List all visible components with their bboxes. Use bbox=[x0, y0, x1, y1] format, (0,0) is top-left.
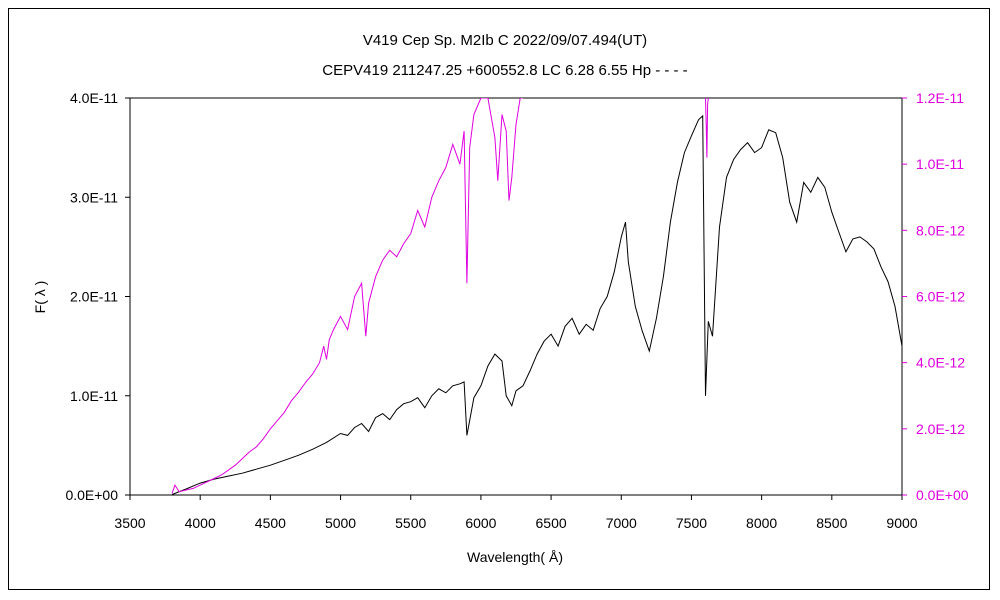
spectrum-series-line bbox=[705, 98, 709, 158]
spectrum-series-line bbox=[171, 98, 523, 494]
y-right-tick-label: 0.0E+00 bbox=[916, 487, 969, 503]
x-tick-label: 7000 bbox=[606, 515, 637, 531]
x-tick-label: 5500 bbox=[395, 515, 426, 531]
y-tick-label: 3.0E-11 bbox=[70, 189, 118, 205]
x-axis-label: Wavelength( Å) bbox=[467, 549, 563, 565]
y-right-tick-label: 8.0E-12 bbox=[916, 222, 965, 238]
y-tick-label: 1.0E-11 bbox=[70, 388, 118, 404]
y-tick-label: 2.0E-11 bbox=[70, 289, 118, 305]
y-axis-label: F( λ ) bbox=[32, 281, 48, 314]
x-tick-label: 8500 bbox=[816, 515, 847, 531]
series-layer bbox=[171, 98, 902, 495]
x-tick-label: 9000 bbox=[886, 515, 917, 531]
y-right-tick-label: 1.0E-11 bbox=[916, 156, 964, 172]
y-right-tick-label: 2.0E-12 bbox=[916, 421, 965, 437]
x-tick-label: 6000 bbox=[465, 515, 496, 531]
x-tick-label: 8000 bbox=[746, 515, 777, 531]
chart-title: V419 Cep Sp. M2Ib C 2022/09/07.494(UT) bbox=[363, 32, 647, 49]
x-tick-label: 4500 bbox=[255, 515, 286, 531]
x-tick-label: 7500 bbox=[676, 515, 707, 531]
y-tick-label: 4.0E-11 bbox=[70, 90, 118, 106]
x-tick-label: 3500 bbox=[114, 515, 145, 531]
y-right-tick-label: 4.0E-12 bbox=[916, 355, 965, 371]
y-right-tick-label: 6.0E-12 bbox=[916, 289, 965, 305]
spectrum-series-line bbox=[171, 114, 902, 495]
x-tick-label: 6500 bbox=[536, 515, 567, 531]
chart-frame bbox=[8, 8, 990, 590]
x-tick-label: 5000 bbox=[325, 515, 356, 531]
y-right-tick-label: 1.2E-11 bbox=[916, 90, 964, 106]
x-axis-ticks: 3500 4000 4500 5000 5500 6000 6500 7000 7500 8000… bbox=[114, 495, 918, 531]
plot-area bbox=[129, 97, 903, 496]
chart-subtitle: CEPV419 211247.25 +600552.8 LC 6.28 6.55… bbox=[322, 62, 687, 79]
x-tick-label: 4000 bbox=[185, 515, 216, 531]
y-tick-label: 0.0E+00 bbox=[65, 487, 118, 503]
y-axis-ticks: 0.0E+00 1.0E-11 2.0E-11 3.0E-11 4.0E-11 bbox=[65, 90, 130, 503]
y-right-axis-ticks: 0.0E+00 2.0E-12 4.0E-12 6.0E-12 8.0E-12 1.0E-… bbox=[902, 90, 969, 503]
